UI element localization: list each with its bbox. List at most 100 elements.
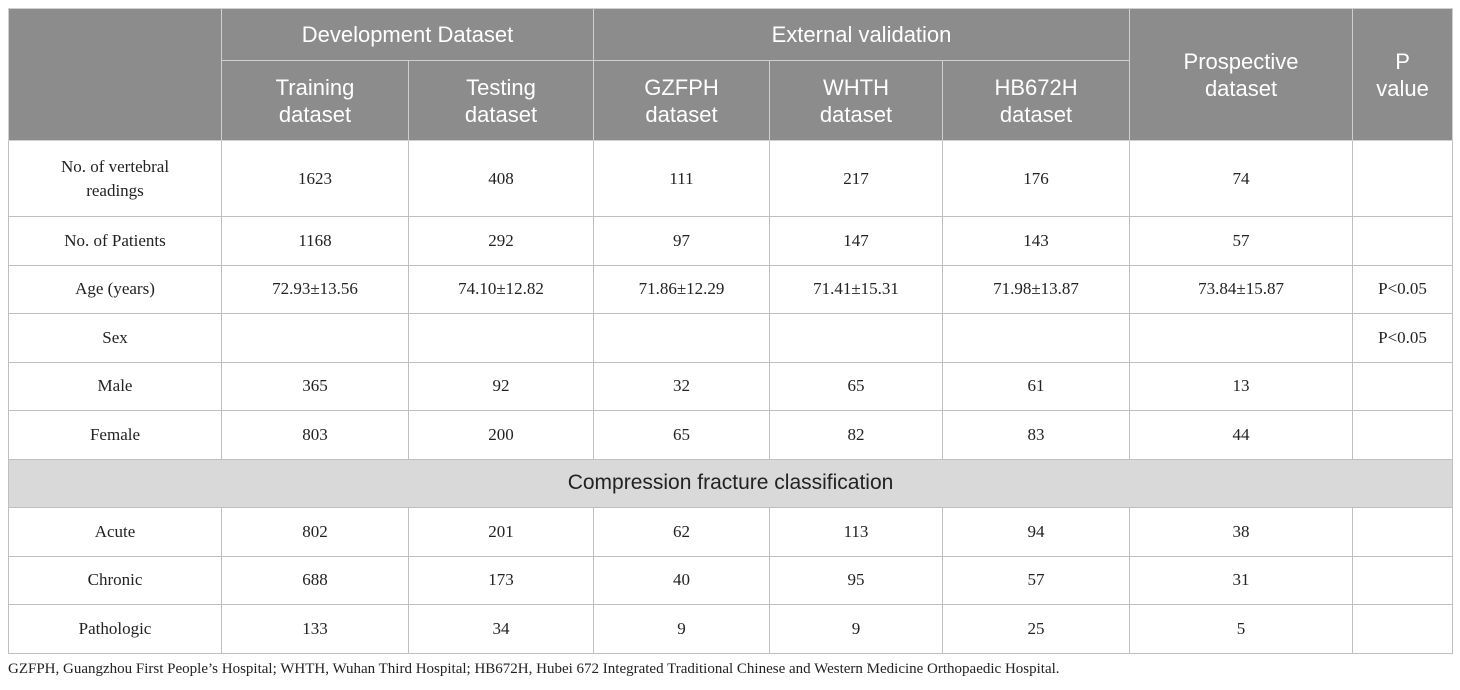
table-row: Pathologic 133 34 9 9 25 5 — [8, 604, 1454, 654]
cell-text: 74 — [1232, 168, 1250, 188]
table-cell: 65 — [593, 410, 770, 460]
table-cell: 200 — [408, 410, 594, 460]
row-label-cell: Female — [8, 410, 222, 460]
cell-text: 65 — [673, 424, 690, 444]
cell-text: 5 — [1236, 618, 1246, 638]
row-label: Acute — [94, 521, 136, 541]
cell-text: 113 — [843, 521, 869, 541]
table-cell: 73.84±15.87 — [1129, 264, 1354, 314]
header-group-text: Development Dataset — [301, 22, 514, 47]
header-cell: HB672H dataset — [941, 60, 1131, 141]
table-cell: 802 — [221, 507, 409, 557]
row-label: Male — [97, 376, 133, 396]
cell-text: 201 — [488, 521, 514, 541]
table-cell — [1352, 140, 1454, 217]
table-cell: 97 — [593, 216, 770, 266]
cell-text: 40 — [673, 570, 690, 590]
header-group: External validation — [592, 8, 1131, 61]
table-cell: 803 — [221, 410, 409, 460]
row-label-cell: Age (years) — [8, 264, 222, 314]
header-text: Prospective dataset — [1183, 48, 1299, 101]
cell-text: 217 — [843, 168, 869, 188]
table-row: Compression fracture classification — [7, 458, 1454, 508]
section-text: Compression fracture classification — [567, 471, 894, 495]
table-cell — [1352, 361, 1454, 411]
header-group: Development Dataset — [221, 8, 594, 61]
row-label: Female — [89, 424, 141, 444]
cell-text: P<0.05 — [1378, 327, 1427, 347]
cell-text: 97 — [673, 230, 690, 250]
cell-text: P<0.05 — [1378, 279, 1427, 299]
table-row: Sex P<0.05 — [8, 313, 1454, 363]
table-cell: 176 — [941, 140, 1131, 217]
header-text: P value — [1376, 48, 1429, 101]
table-row: Female 803 200 65 82 83 44 — [8, 410, 1454, 460]
cell-text: 44 — [1232, 424, 1250, 444]
table-cell: 113 — [769, 507, 943, 557]
cell-text: 31 — [1232, 570, 1250, 590]
table-cell: P<0.05 — [1352, 313, 1454, 363]
table-cell: 173 — [408, 555, 594, 605]
header-cell: WHTH dataset — [769, 60, 943, 141]
table-cell: 147 — [769, 216, 943, 266]
table-cell: 32 — [593, 361, 770, 411]
header-text: HB672H dataset — [994, 74, 1078, 127]
section-cell: Compression fracture classification — [7, 458, 1454, 508]
table-cell: 217 — [769, 140, 943, 217]
cell-text: 176 — [1023, 168, 1049, 188]
row-label-cell: Acute — [8, 507, 222, 557]
table-cell — [1352, 555, 1454, 605]
table-cell: 61 — [941, 361, 1131, 411]
table-cell: 34 — [408, 604, 594, 654]
header-text: Testing dataset — [464, 74, 538, 127]
table-cell: 133 — [221, 604, 409, 654]
table-row: No. of Patients 1168 292 97 147 143 57 — [8, 216, 1454, 266]
table-cell: 25 — [941, 604, 1131, 654]
cell-text: 72.93±13.56 — [272, 279, 358, 299]
table-cell: 688 — [221, 555, 409, 605]
cell-text: 65 — [847, 376, 865, 396]
cell-text: 83 — [1027, 424, 1045, 444]
table-cell: 57 — [941, 555, 1131, 605]
table-cell: 71.98±13.87 — [941, 264, 1131, 314]
cell-text: 9 — [851, 618, 861, 638]
header-row: Development Dataset External validation Pr… — [8, 8, 1454, 141]
table-cell — [1352, 216, 1454, 266]
cell-text: 147 — [843, 230, 869, 250]
table-cell: 5 — [1129, 604, 1354, 654]
cell-text: 200 — [488, 424, 514, 444]
table-row: Acute 802 201 62 113 94 38 — [8, 507, 1454, 557]
footnote: GZFPH, Guangzhou First People’s Hospital… — [8, 661, 1060, 677]
table-row: Male 365 92 32 65 61 13 — [8, 361, 1454, 411]
table-cell: 57 — [1129, 216, 1354, 266]
cell-text: 38 — [1232, 521, 1250, 541]
table-cell: 292 — [408, 216, 594, 266]
cell-text: 74.10±12.82 — [458, 279, 544, 299]
table-cell: 74.10±12.82 — [408, 264, 594, 314]
cell-text: 25 — [1027, 618, 1045, 638]
cell-text: 61 — [1027, 376, 1045, 396]
cell-text: 802 — [302, 521, 328, 541]
table-cell — [1352, 604, 1454, 654]
header-text: WHTH dataset — [819, 74, 893, 127]
table-cell: 83 — [941, 410, 1131, 460]
cell-text: 408 — [488, 168, 514, 188]
cell-text: 292 — [488, 230, 514, 250]
table-cell: 143 — [941, 216, 1131, 266]
row-label-cell: No. of vertebral readings — [8, 140, 222, 217]
cell-text: 32 — [673, 376, 690, 396]
table-cell — [408, 313, 594, 363]
row-label-cell: Pathologic — [8, 604, 222, 654]
cell-text: 57 — [1027, 570, 1045, 590]
cell-text: 73.84±15.87 — [1198, 279, 1284, 299]
table-cell: 1168 — [221, 216, 409, 266]
cell-text: 1168 — [298, 230, 332, 250]
table-cell: 31 — [1129, 555, 1354, 605]
table-cell: 201 — [408, 507, 594, 557]
table-cell: 62 — [593, 507, 770, 557]
cell-text: 143 — [1023, 230, 1049, 250]
table-row: Age (years) 72.93±13.56 74.10±12.82 71.86±1… — [8, 264, 1454, 314]
row-label: Sex — [102, 327, 128, 347]
table-cell — [941, 313, 1131, 363]
